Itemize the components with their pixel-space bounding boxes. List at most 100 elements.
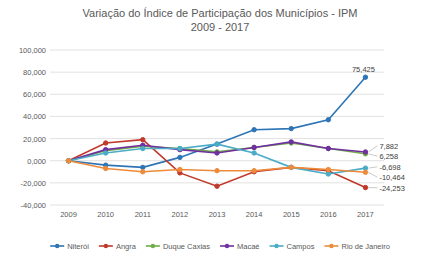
legend-label: Angra <box>116 242 137 251</box>
series-marker <box>252 128 256 132</box>
data-label: -6,698 <box>379 163 400 172</box>
x-tick-label: 2015 <box>283 210 300 219</box>
series-marker <box>66 159 70 163</box>
legend-marker <box>151 244 155 248</box>
x-tick-label: 2011 <box>135 210 151 219</box>
series-marker <box>252 168 256 172</box>
series-marker <box>178 155 182 159</box>
legend-item: Duque Caxias <box>146 242 210 251</box>
grid-line <box>50 160 384 161</box>
series-marker <box>141 170 145 174</box>
legend-item: Rio de Janeiro <box>324 242 389 251</box>
legend: Niterói Angra Duque Caxias Macaé Campos Rio d… <box>50 242 390 251</box>
series-line <box>69 140 366 188</box>
series-marker <box>66 159 70 163</box>
series-marker <box>215 151 219 155</box>
series-marker <box>141 146 145 150</box>
chart: Variação do Índice de Participação dos M… <box>0 0 440 264</box>
x-tick-label: 2014 <box>246 210 263 219</box>
series-marker <box>289 165 293 169</box>
series-marker <box>141 137 145 141</box>
series-marker <box>326 146 330 150</box>
series-marker <box>178 146 182 150</box>
y-tick-label: 0,000 <box>27 157 46 166</box>
legend-marker <box>274 244 278 248</box>
x-tick-label: 2017 <box>357 210 374 219</box>
leader-line <box>368 146 377 152</box>
series-line <box>69 77 366 167</box>
y-tick-label: 20,000 <box>23 135 46 144</box>
legend-marker <box>104 244 108 248</box>
series-marker <box>363 75 367 79</box>
series-marker <box>103 141 107 145</box>
grid-line <box>50 50 384 51</box>
grid-line <box>50 72 384 73</box>
leader-line <box>368 154 377 156</box>
series-marker <box>103 151 107 155</box>
y-tick-label: -40,000 <box>21 201 46 210</box>
series-marker <box>326 172 330 176</box>
series-marker <box>252 151 256 155</box>
series-marker <box>66 159 70 163</box>
legend-marker <box>55 244 59 248</box>
series-marker <box>215 168 219 172</box>
data-label: 7,882 <box>379 142 398 151</box>
series-marker <box>215 142 219 146</box>
leader-line <box>368 167 377 168</box>
legend-label: Niterói <box>67 242 89 251</box>
series-marker <box>326 146 330 150</box>
series-marker <box>178 146 182 150</box>
series-line <box>69 161 366 173</box>
background <box>0 0 440 264</box>
legend-marker <box>329 244 333 248</box>
legend-label: Campos <box>287 242 315 251</box>
y-tick-label: 40,000 <box>23 112 46 121</box>
data-label: 6,258 <box>379 152 398 161</box>
series-marker <box>363 185 367 189</box>
title: Variação do Índice de Participação dos M… <box>83 7 358 19</box>
legend-label: Rio de Janeiro <box>341 242 389 251</box>
leader-line <box>368 187 377 188</box>
legend-label: Macaé <box>237 242 260 251</box>
grid-line <box>50 94 384 95</box>
legend-label: Duque Caxias <box>163 242 210 251</box>
legend-item: Angra <box>99 242 137 251</box>
y-tick-label: 100,000 <box>19 46 46 55</box>
grid-line <box>50 138 384 139</box>
series-line <box>69 144 366 174</box>
data-label: -10,464 <box>379 173 404 182</box>
data-label: -24,253 <box>379 184 404 193</box>
x-tick-label: 2013 <box>209 210 226 219</box>
legend-item: Campos <box>270 242 315 251</box>
series-marker <box>289 126 293 130</box>
x-tick-label: 2010 <box>97 210 114 219</box>
series-marker <box>252 145 256 149</box>
series-marker <box>326 167 330 171</box>
x-tick-label: 2016 <box>320 210 337 219</box>
series-marker <box>363 170 367 174</box>
series-marker <box>141 165 145 169</box>
y-tick-label: -20,000 <box>21 179 46 188</box>
legend-item: Niterói <box>50 242 89 251</box>
leader-line <box>368 172 377 177</box>
series-marker <box>289 165 293 169</box>
legend-marker <box>225 244 229 248</box>
plot-area <box>66 75 367 190</box>
series-marker <box>326 118 330 122</box>
subtitle: 2009 - 2017 <box>191 21 250 33</box>
grid-line <box>50 116 384 117</box>
x-tick-label: 2012 <box>172 210 189 219</box>
legend-item: Macaé <box>220 242 260 251</box>
grid-line <box>50 205 384 206</box>
grid-line <box>50 182 384 183</box>
series-marker <box>66 159 70 163</box>
series-marker <box>103 166 107 170</box>
series-marker <box>363 150 367 154</box>
series-marker <box>215 142 219 146</box>
series-marker <box>289 165 293 169</box>
y-tick-label: 60,000 <box>23 90 46 99</box>
series-marker <box>178 167 182 171</box>
y-tick-label: 80,000 <box>23 68 46 77</box>
series-marker <box>252 145 256 149</box>
series-marker <box>66 159 70 163</box>
